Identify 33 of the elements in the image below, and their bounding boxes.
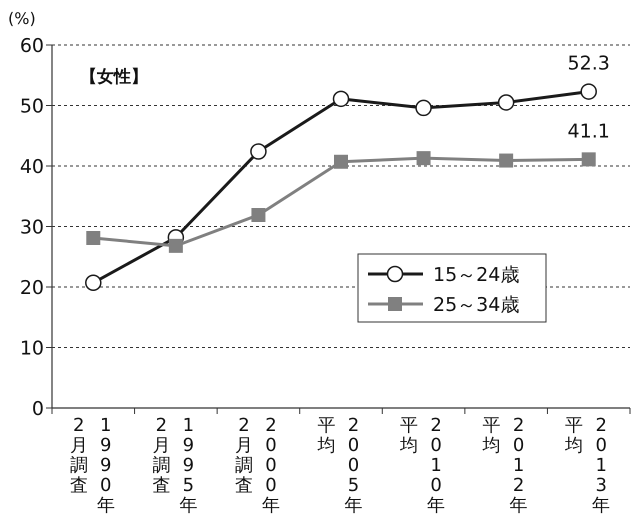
y-tick-label: 40 [20,156,44,178]
category-label: 2010年平均 [400,415,446,516]
y-tick-label: 0 [32,398,44,420]
point [334,154,348,169]
legend-label: 15～24歳 [433,264,520,286]
point [416,151,431,166]
point [86,230,100,245]
data-label: 41.1 [568,120,610,142]
point [498,94,514,111]
point [250,143,267,160]
point [168,238,183,253]
y-tick-label: 50 [20,96,44,118]
point [580,83,597,100]
category-label: 2005年平均 [318,415,362,516]
category-label: 2000年2月調査 [234,415,280,516]
point [415,100,432,116]
text: 【女性】 [80,67,148,87]
point [582,152,596,166]
y-tick-label: 30 [20,216,44,238]
y-tick-label: 60 [20,35,44,57]
category-label: 1990年2月調査 [70,415,115,516]
y-tick-label: 20 [20,277,44,299]
y-axis-title: (%) [8,9,36,28]
point [251,208,266,222]
data-label: 52.3 [568,52,610,75]
point [85,274,102,292]
category-label: 2013年平均 [565,415,610,516]
legend-label: 25～34歳 [433,294,520,316]
category-label: 1995年2月調査 [152,415,198,516]
point [332,90,350,108]
point [499,154,514,168]
y-tick-label: 10 [20,338,44,360]
category-label: 2012年平均 [482,415,528,516]
